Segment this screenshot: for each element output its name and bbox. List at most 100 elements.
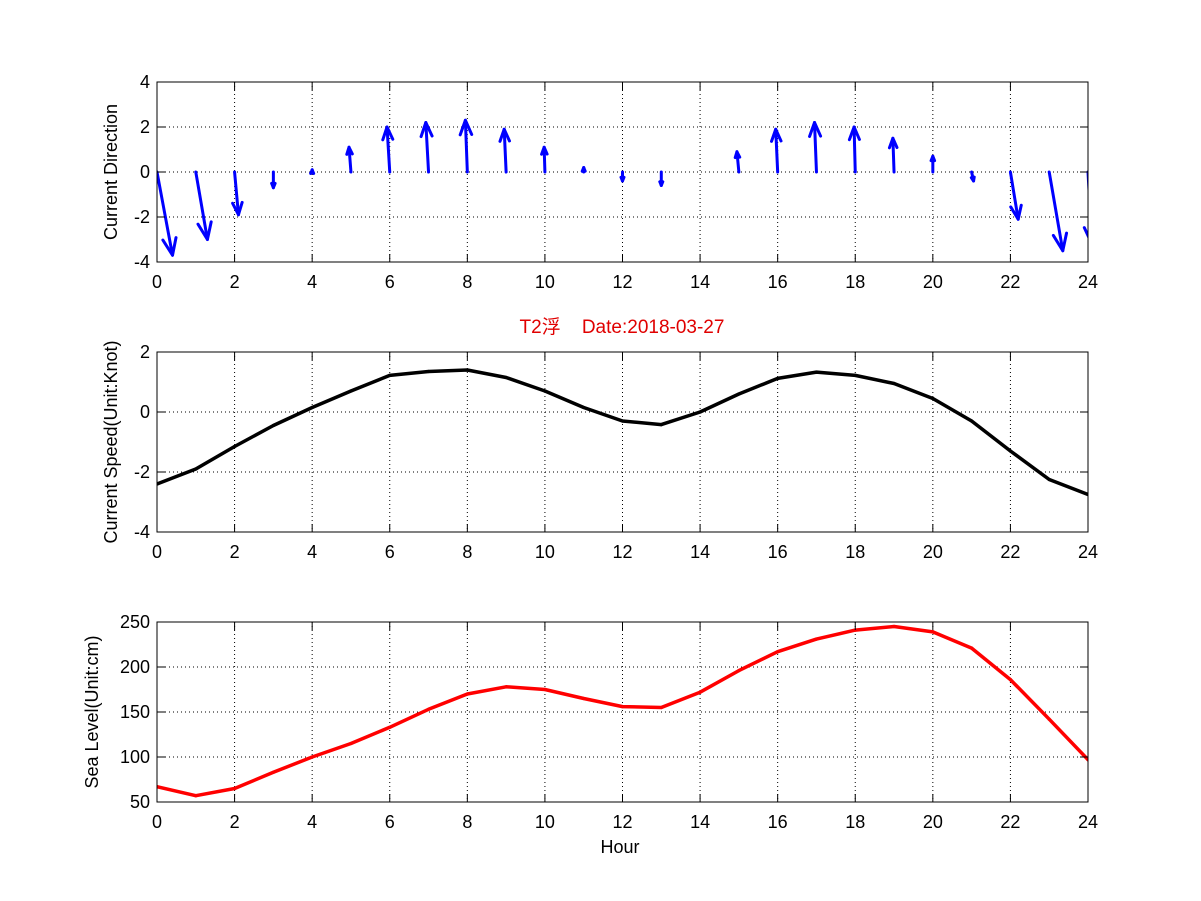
current-direction-arrow — [619, 170, 626, 183]
current-direction-arrow-head — [345, 145, 354, 156]
current-speed-xtick-label: 8 — [462, 542, 472, 562]
current-direction-arrow — [847, 125, 861, 174]
current-direction-arrow — [580, 166, 587, 174]
sea-level-xtick-label: 10 — [535, 812, 555, 832]
current-direction-xtick-label: 4 — [307, 272, 317, 292]
current-speed-point — [970, 419, 974, 423]
sea-level-xtick-label: 6 — [385, 812, 395, 832]
current-direction-arrow-shaft — [891, 136, 896, 174]
sea-level-ylabel: Sea Level(Unit:cm) — [82, 635, 102, 788]
sea-level-point — [814, 637, 819, 641]
current-direction-xtick-label: 8 — [462, 272, 472, 292]
sea-level-xtick-label: 0 — [152, 812, 162, 832]
current-direction-arrow-head — [498, 127, 511, 143]
current-direction-arrow — [231, 170, 244, 217]
current-speed-xtick-label: 12 — [612, 542, 632, 562]
current-speed-point — [853, 373, 857, 377]
current-direction-arrow — [498, 127, 511, 174]
current-direction-xtick-label: 18 — [845, 272, 865, 292]
current-speed-xtick-label: 24 — [1078, 542, 1098, 562]
current-direction-arrow-head — [929, 154, 937, 163]
current-speed-point — [620, 419, 625, 423]
current-direction-arrow — [194, 170, 213, 241]
sea-level-point — [892, 624, 896, 629]
current-direction-xtick-label: 6 — [385, 272, 395, 292]
current-direction-arrow-head — [458, 118, 474, 137]
current-direction-arrow — [381, 125, 395, 174]
current-speed-point — [931, 396, 935, 401]
sea-level-point — [310, 755, 314, 759]
current-direction-arrow — [887, 136, 899, 174]
current-speed-ytick-label: -2 — [134, 462, 150, 482]
current-direction-ytick-label: 0 — [140, 162, 150, 182]
sea-level-xtick-label: 14 — [690, 812, 710, 832]
sea-level-point — [232, 786, 237, 791]
current-speed-point — [776, 376, 780, 380]
sea-level-point — [698, 690, 702, 694]
current-direction-arrow-shaft — [852, 125, 857, 174]
sea-level-point — [582, 696, 586, 701]
sea-level-point — [853, 628, 857, 632]
current-direction-arrow — [540, 145, 549, 174]
sea-level-point — [194, 794, 198, 798]
current-speed-point — [388, 373, 392, 377]
sea-level-point — [620, 705, 625, 709]
current-direction-arrow-head — [619, 175, 626, 183]
current-speed-point — [504, 375, 508, 380]
current-speed-xtick-label: 22 — [1000, 542, 1020, 562]
current-direction-arrow — [458, 118, 474, 174]
current-direction-arrow-head — [969, 175, 976, 183]
current-direction-arrow-head — [847, 125, 861, 142]
current-direction-arrow — [929, 154, 937, 174]
sea-level-ytick-label: 100 — [120, 747, 150, 767]
current-direction-arrow — [1008, 170, 1023, 221]
current-direction-arrow-shaft — [1008, 170, 1020, 221]
sea-level-point — [271, 770, 275, 774]
current-speed-xtick-label: 14 — [690, 542, 710, 562]
current-direction-arrow — [419, 121, 434, 174]
current-direction-arrow-head — [196, 220, 213, 241]
current-direction-arrow — [733, 150, 742, 174]
current-direction-arrow-shaft — [542, 145, 547, 174]
current-direction-arrow-shaft — [385, 125, 392, 174]
current-direction-arrow — [345, 145, 354, 174]
sea-level-ytick-label: 250 — [120, 612, 150, 632]
current-direction-arrow — [658, 170, 665, 187]
current-direction-arrow-head — [770, 127, 783, 143]
current-speed-point — [426, 369, 431, 374]
current-speed-point — [271, 423, 275, 428]
sea-level-point — [426, 707, 431, 711]
current-direction-arrow-head — [580, 166, 587, 173]
current-speed-point — [698, 410, 702, 414]
sea-level-xtick-label: 24 — [1078, 812, 1098, 832]
current-direction-arrow — [770, 127, 783, 174]
current-direction-arrow-head — [887, 136, 899, 150]
current-speed-point — [543, 389, 547, 393]
current-direction-arrow — [808, 121, 823, 174]
current-speed-xtick-label: 18 — [845, 542, 865, 562]
sea-level-xtick-label: 16 — [768, 812, 788, 832]
current-speed-xtick-label: 10 — [535, 542, 555, 562]
current-direction-arrow-shaft — [502, 127, 508, 174]
current-direction-xtick-label: 12 — [612, 272, 632, 292]
current-direction-arrow-head — [1051, 231, 1069, 253]
current-direction-arrow-shaft — [233, 170, 240, 217]
current-direction-arrow-shaft — [194, 170, 209, 241]
current-direction-arrow-head — [270, 181, 277, 190]
sea-level-point — [543, 687, 547, 692]
current-direction-arrow-shaft — [813, 121, 818, 174]
sea-level-xtick-label: 20 — [923, 812, 943, 832]
current-direction-arrow — [1082, 170, 1088, 240]
sea-level-ytick-label: 200 — [120, 657, 150, 677]
current-speed-ytick-label: -4 — [134, 522, 150, 542]
sea-level-point — [349, 741, 353, 746]
current-speed-ytick-label: 2 — [140, 342, 150, 362]
current-direction-arrow — [270, 170, 277, 190]
current-direction-arrow-shaft — [347, 145, 353, 174]
current-speed-xtick-label: 0 — [152, 542, 162, 562]
current-direction-arrow-shaft — [157, 170, 175, 257]
current-speed-point — [465, 368, 469, 372]
